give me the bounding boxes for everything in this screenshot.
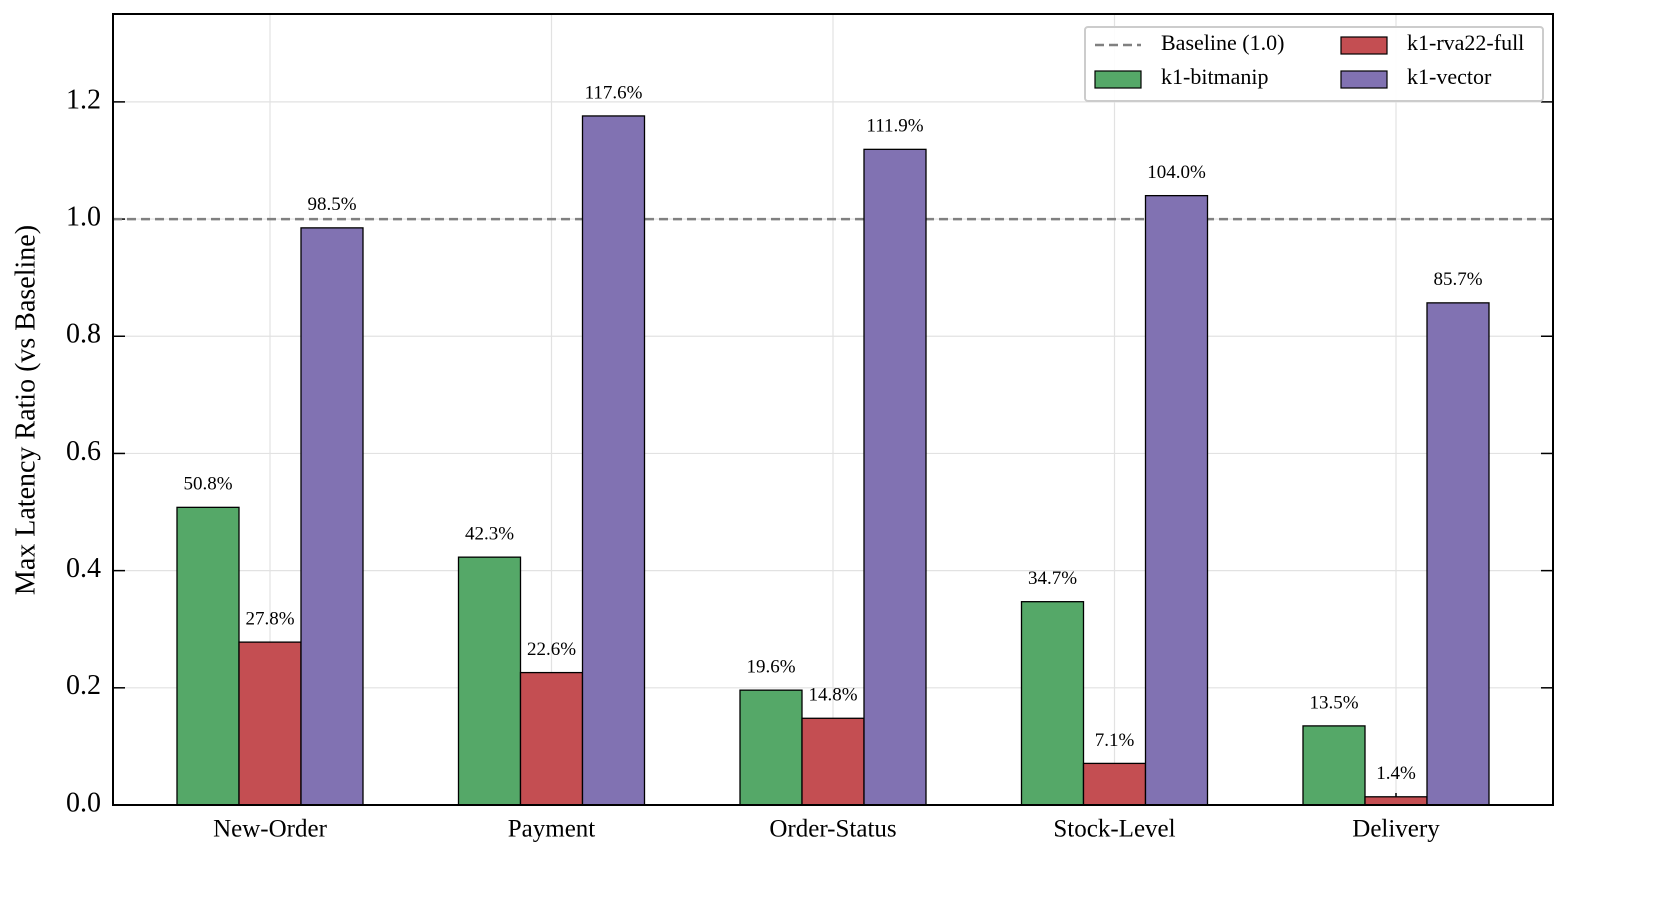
legend-label: k1-bitmanip xyxy=(1161,64,1269,89)
bar xyxy=(1302,725,1366,806)
x-tick-label: New-Order xyxy=(213,816,328,843)
y-tick-label: 1.0 xyxy=(66,201,101,232)
bar xyxy=(1020,601,1085,806)
legend-box xyxy=(1084,26,1544,102)
plot-frame xyxy=(112,13,1554,806)
bar xyxy=(1426,302,1490,806)
legend-label: k1-vector xyxy=(1407,64,1492,89)
y-tick-label: 0.4 xyxy=(66,553,101,584)
value-label: 111.9% xyxy=(866,116,923,137)
y-tick-label: 0.6 xyxy=(66,436,101,467)
x-tick-label: Payment xyxy=(508,816,596,843)
x-tick-label: Order-Status xyxy=(769,816,896,843)
x-tick-label: Delivery xyxy=(1352,816,1440,843)
value-label: 1.4% xyxy=(1376,763,1416,784)
bar xyxy=(238,641,302,806)
value-label: 34.7% xyxy=(1028,568,1077,589)
value-label: 85.7% xyxy=(1433,269,1482,290)
bar xyxy=(801,717,865,806)
y-tick-label: 0.8 xyxy=(66,319,101,350)
value-label: 42.3% xyxy=(465,524,514,545)
value-label: 98.5% xyxy=(307,194,356,215)
value-label: 104.0% xyxy=(1147,162,1206,183)
value-label: 50.8% xyxy=(183,474,232,495)
bar xyxy=(739,689,803,806)
y-axis-label: Max Latency Ratio (vs Baseline) xyxy=(10,225,41,595)
value-label: 7.1% xyxy=(1095,730,1135,751)
bar xyxy=(581,115,646,806)
y-tick-label: 0.2 xyxy=(66,670,101,701)
bar xyxy=(176,506,240,806)
value-label: 13.5% xyxy=(1309,692,1358,713)
y-tick-label: 0.0 xyxy=(66,787,101,818)
bar xyxy=(1364,796,1428,806)
bar xyxy=(1144,194,1209,806)
y-tick-label: 1.2 xyxy=(66,84,101,115)
legend-swatch xyxy=(1340,70,1388,89)
value-label: 27.8% xyxy=(245,608,294,629)
legend-swatch xyxy=(1340,36,1388,55)
value-label: 117.6% xyxy=(585,82,643,103)
bar xyxy=(863,148,927,806)
legend-label: k1-rva22-full xyxy=(1407,30,1524,55)
value-label: 14.8% xyxy=(808,685,857,706)
value-label: 19.6% xyxy=(746,657,795,678)
bar xyxy=(300,227,364,806)
bar xyxy=(1082,762,1147,806)
bar xyxy=(457,556,522,806)
legend-label: Baseline (1.0) xyxy=(1161,30,1284,55)
bar xyxy=(519,671,584,806)
legend-swatch xyxy=(1094,70,1142,89)
x-tick-label: Stock-Level xyxy=(1053,816,1175,843)
value-label: 22.6% xyxy=(527,639,576,660)
